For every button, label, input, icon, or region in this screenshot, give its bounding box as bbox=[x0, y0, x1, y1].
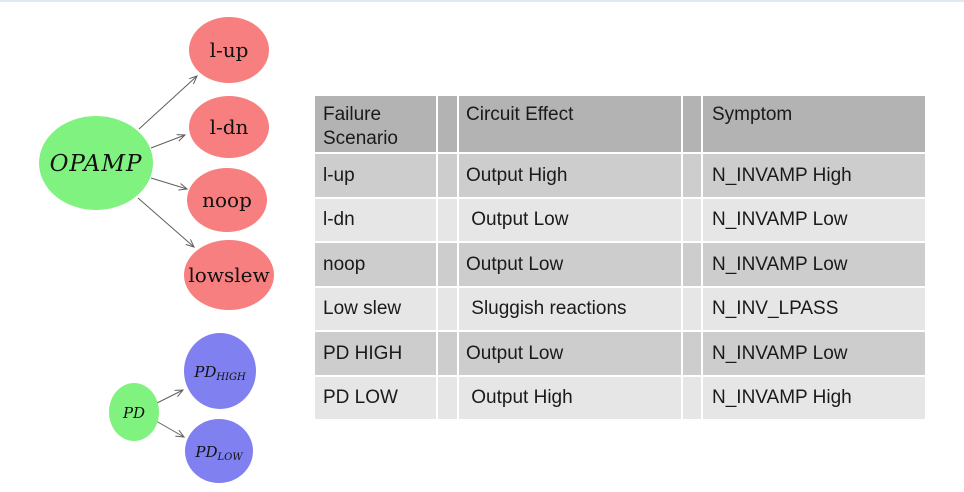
table-cell-spacer bbox=[438, 154, 457, 197]
pd-node-label: PD bbox=[122, 404, 145, 422]
table-header-circuit-effect: Circuit Effect bbox=[459, 96, 681, 152]
table-cell-symptom: N_INVAMP Low bbox=[703, 199, 925, 241]
table-header-spacer-1 bbox=[438, 96, 457, 152]
table-header-failure-scenario: Failure Scenario bbox=[315, 96, 436, 152]
table-cell-symptom: N_INV_LPASS bbox=[703, 288, 925, 330]
pd-low-label-base: PD bbox=[194, 443, 217, 461]
table-cell-scenario: l-dn bbox=[315, 199, 436, 241]
l-dn-node-label: l-dn bbox=[210, 115, 249, 139]
table-cell-symptom: N_INVAMP High bbox=[703, 154, 925, 197]
table-cell-spacer bbox=[438, 243, 457, 286]
pd-high-node-label: PDHIGH bbox=[193, 363, 246, 383]
table-cell-effect: Output Low bbox=[459, 243, 681, 286]
pd-high-node-ellipse bbox=[184, 333, 256, 409]
table-cell-spacer bbox=[438, 377, 457, 419]
table-cell-effect: Output High bbox=[459, 154, 681, 197]
slide-top-edge bbox=[0, 0, 964, 2]
table-cell-effect: Output High bbox=[459, 377, 681, 419]
arrow-pd-to-pd-high bbox=[156, 390, 183, 404]
pd-high-label-subscript: HIGH bbox=[215, 372, 246, 383]
arrow-opamp-to-l-dn bbox=[150, 135, 185, 149]
arrow-opamp-to-noop bbox=[150, 177, 187, 189]
table-cell-spacer bbox=[683, 377, 701, 419]
table-cell-effect: Output Low bbox=[459, 199, 681, 241]
table-header-spacer-2 bbox=[683, 96, 701, 152]
fault-tree-diagram: OPAMP l-up l-dn noop lowslew PD PDHIGH P… bbox=[39, 17, 274, 483]
noop-node-ellipse bbox=[187, 168, 267, 232]
l-up-node-label: l-up bbox=[210, 38, 249, 62]
arrow-opamp-to-lowslew bbox=[137, 197, 194, 247]
table-cell-scenario: PD HIGH bbox=[315, 332, 436, 375]
table-cell-spacer bbox=[683, 243, 701, 286]
pd-arrows bbox=[155, 390, 184, 437]
lowslew-node-ellipse bbox=[184, 240, 274, 310]
table-cell-spacer bbox=[683, 332, 701, 375]
table-cell-spacer bbox=[683, 288, 701, 330]
pd-high-label-base: PD bbox=[193, 363, 216, 381]
table-cell-scenario: l-up bbox=[315, 154, 436, 197]
table-header-symptom: Symptom bbox=[703, 96, 925, 152]
opamp-node-label: OPAMP bbox=[50, 151, 143, 177]
table-cell-spacer bbox=[438, 288, 457, 330]
table-cell-symptom: N_INVAMP Low bbox=[703, 332, 925, 375]
noop-node-label: noop bbox=[202, 188, 252, 212]
table-cell-scenario: noop bbox=[315, 243, 436, 286]
opamp-node-ellipse bbox=[39, 116, 153, 210]
table-cell-scenario: PD LOW bbox=[315, 377, 436, 419]
lowslew-node-label: lowslew bbox=[188, 263, 269, 287]
table-cell-symptom: N_INVAMP Low bbox=[703, 243, 925, 286]
pd-low-node-ellipse bbox=[185, 419, 253, 483]
failure-symptom-table: Failure Scenario Circuit Effect Symptom … bbox=[315, 96, 925, 424]
table-cell-effect: Output Low bbox=[459, 332, 681, 375]
table-cell-spacer bbox=[683, 154, 701, 197]
table-cell-effect: Sluggish reactions bbox=[459, 288, 681, 330]
pd-low-label-subscript: LOW bbox=[217, 452, 244, 463]
table-cell-scenario: Low slew bbox=[315, 288, 436, 330]
pd-low-node-label: PDLOW bbox=[194, 443, 243, 463]
l-dn-node-ellipse bbox=[189, 96, 269, 158]
opamp-arrows bbox=[137, 76, 197, 247]
l-up-node-ellipse bbox=[189, 17, 269, 83]
arrow-opamp-to-l-up bbox=[138, 76, 197, 130]
table-cell-spacer bbox=[683, 199, 701, 241]
table-cell-spacer bbox=[438, 199, 457, 241]
table-cell-symptom: N_INVAMP High bbox=[703, 377, 925, 419]
arrow-pd-to-pd-low bbox=[155, 420, 184, 437]
table-cell-spacer bbox=[438, 332, 457, 375]
pd-node-ellipse bbox=[109, 383, 159, 441]
